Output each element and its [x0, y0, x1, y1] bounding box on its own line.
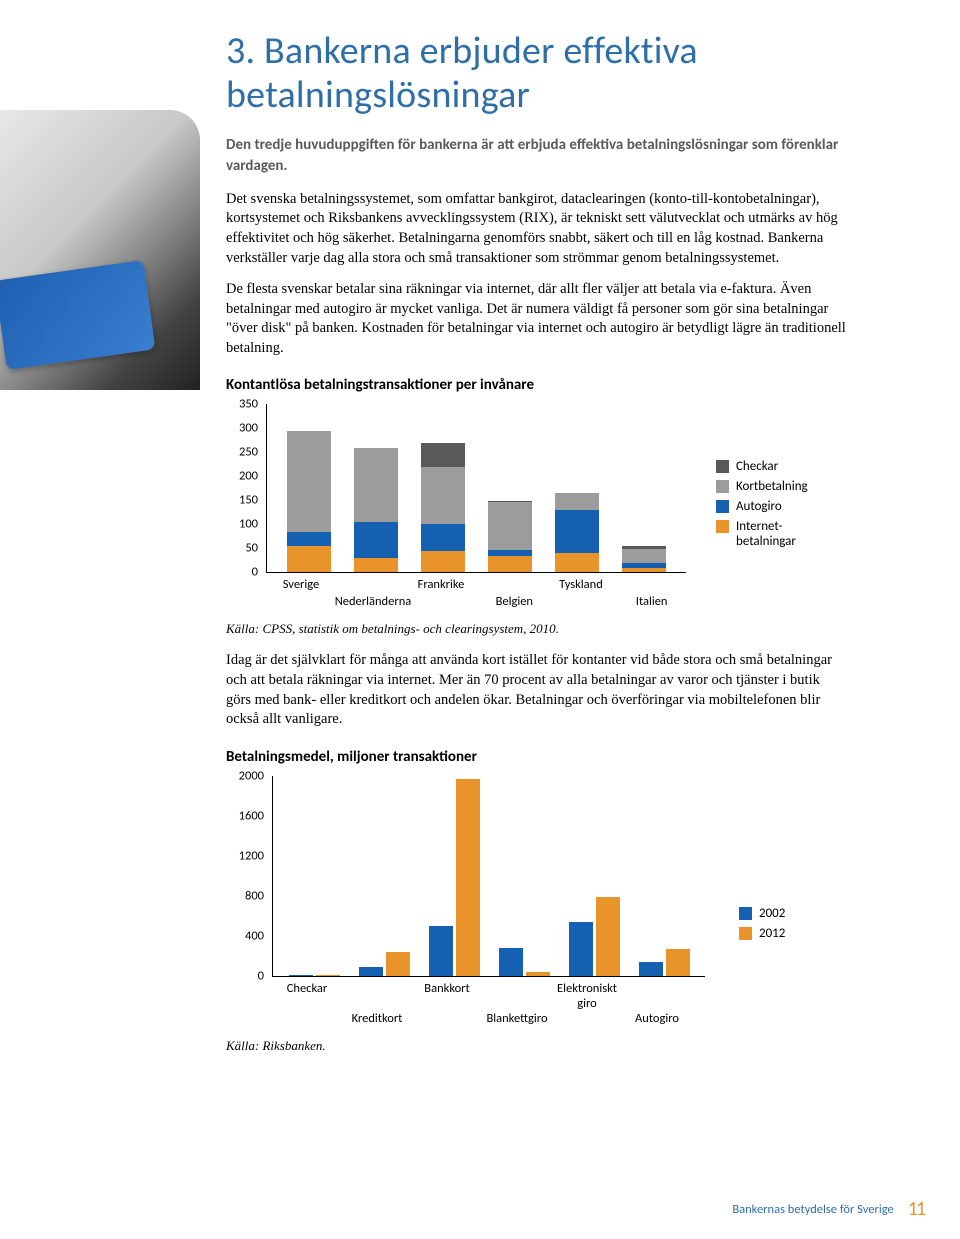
chart2-title: Betalningsmedel, miljoner transaktioner: [226, 748, 846, 766]
chart2-group: [559, 897, 629, 976]
chart2-source: Källa: Riksbanken.: [226, 1038, 846, 1054]
chart1-bar: [544, 493, 611, 572]
chart1-legend: Checkar Kortbetalning Autogiro Internet- be…: [716, 459, 808, 554]
page-title: 3. Bankerna erbjuder effektiva betalning…: [226, 30, 846, 117]
chart1-bar: [342, 448, 409, 573]
credit-card-graphic: [0, 260, 156, 370]
chart2-group: [629, 949, 699, 976]
chart2: 2000160012008004000 CheckarBankkortElekt…: [226, 776, 726, 1026]
footer-text: Bankernas betydelse för Sverige: [732, 1202, 893, 1217]
chart2-group: [489, 948, 559, 976]
legend-item: Autogiro: [716, 499, 808, 514]
legend-item: Checkar: [716, 459, 808, 474]
chart1-bar: [275, 431, 342, 573]
chart2-group: [349, 952, 419, 976]
chart2-legend: 2002 2012: [739, 906, 785, 946]
body-paragraph-2: De flesta svenskar betalar sina räkninga…: [226, 280, 846, 358]
page-footer: Bankernas betydelse för Sverige 11: [732, 1197, 924, 1221]
hero-photo: [0, 110, 200, 390]
chart1-bar: [477, 501, 544, 573]
intro-paragraph: Den tredje huvuduppgiften för bankerna ä…: [226, 135, 846, 176]
legend-item: Internet- betalningar: [716, 519, 808, 549]
chart1-bar: [611, 546, 678, 572]
chart2-group: [279, 975, 349, 976]
legend-item: 2012: [739, 926, 785, 941]
body-paragraph-1: Det svenska betalningssystemet, som omfa…: [226, 190, 846, 268]
chart2-group: [419, 779, 489, 976]
legend-item: 2002: [739, 906, 785, 921]
footer-page-number: 11: [908, 1197, 924, 1221]
chart1-bar: [409, 443, 476, 573]
chart1-title: Kontantlösa betalningstransaktioner per …: [226, 376, 846, 394]
legend-item: Kortbetalning: [716, 479, 808, 494]
chart1-source: Källa: CPSS, statistik om betalnings- oc…: [226, 621, 846, 637]
chart1: 350300250200150100500 SverigeFrankrikeTy…: [226, 404, 686, 609]
body-paragraph-3: Idag är det självklart för många att anv…: [226, 651, 846, 729]
